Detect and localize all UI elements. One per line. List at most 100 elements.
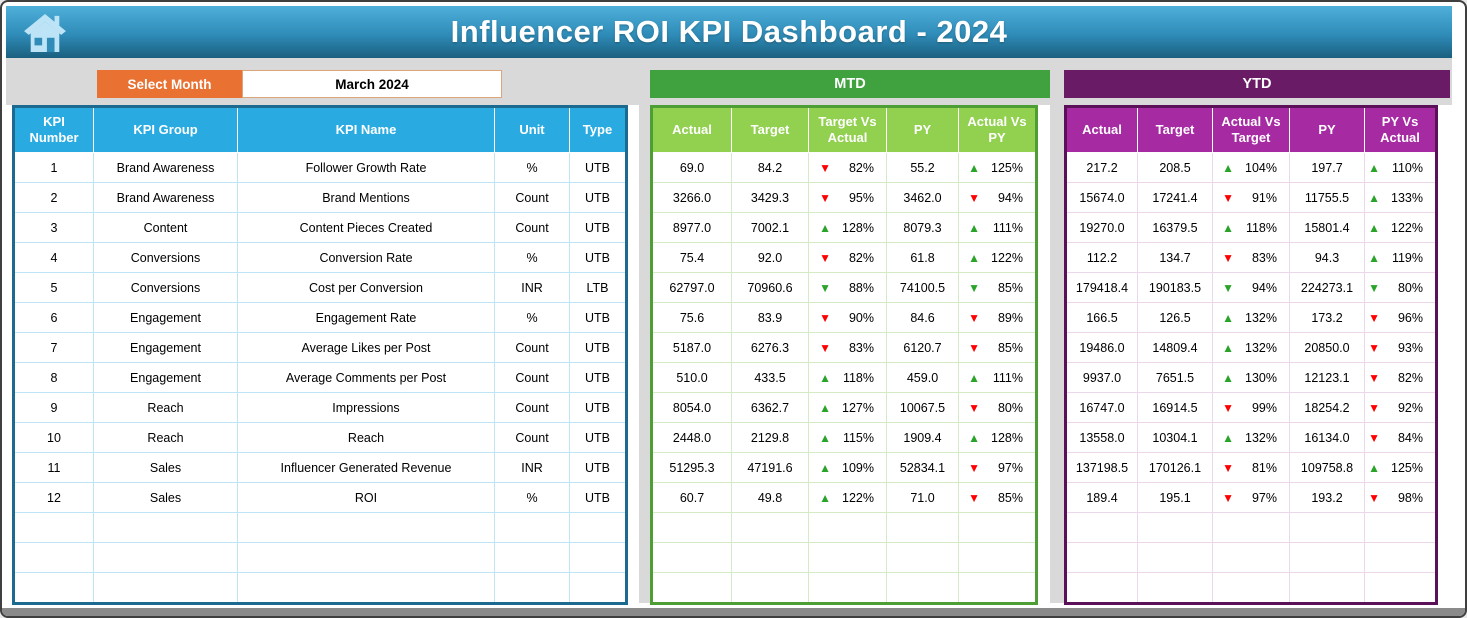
mtd-row: 3266.0 3429.3 ▼ 95% 3462.0 ▼ 94% — [651, 182, 1037, 213]
trend-value: 119% — [1391, 250, 1423, 265]
mtd-row: 510.0 433.5 ▲ 118% 459.0 ▲ 111% — [651, 362, 1037, 393]
mtd-row: 2448.0 2129.8 ▲ 115% 1909.4 ▲ 128% — [651, 422, 1037, 453]
empty-cell — [93, 512, 238, 543]
empty-cell — [808, 572, 887, 604]
trend-value: 132% — [1245, 340, 1277, 355]
mtd-row: 75.6 83.9 ▼ 90% 84.6 ▼ 89% — [651, 302, 1037, 333]
ytd-cell: 16379.5 — [1137, 212, 1213, 243]
empty-cell — [93, 572, 238, 604]
kpi-cell: Count — [494, 362, 570, 393]
mtd-row: 8977.0 7002.1 ▲ 128% 8079.3 ▲ 111% — [651, 212, 1037, 243]
ytd-trend-cell: ▼ 93% — [1364, 332, 1437, 363]
kpi-cell: 12 — [13, 482, 94, 513]
trend-down-icon: ▼ — [819, 280, 831, 295]
empty-cell — [731, 572, 809, 604]
trend-value: 80% — [997, 400, 1023, 415]
trend-value: 127% — [842, 400, 874, 415]
empty-cell — [1289, 512, 1365, 543]
kpi-cell: Influencer Generated Revenue — [237, 452, 495, 483]
empty-cell — [569, 512, 627, 543]
mtd-cell: 75.4 — [651, 242, 732, 273]
select-month-button[interactable]: Select Month — [97, 70, 242, 98]
empty-cell — [958, 542, 1037, 573]
trend-value: 110% — [1391, 160, 1423, 175]
ytd-cell: 17241.4 — [1137, 182, 1213, 213]
trend-value: 82% — [1397, 370, 1423, 385]
trend-down-icon: ▼ — [1368, 490, 1380, 505]
kpi-cell: Engagement — [93, 362, 238, 393]
ytd-trend-cell: ▼ 80% — [1364, 272, 1437, 303]
empty-cell — [808, 512, 887, 543]
trend-value: 109% — [842, 460, 874, 475]
table-gap-left — [639, 105, 650, 603]
ytd-cell: 9937.0 — [1065, 362, 1138, 393]
trend-value: 85% — [997, 280, 1023, 295]
ytd-cell: 166.5 — [1065, 302, 1138, 333]
mtd-trend-cell: ▲ 115% — [808, 422, 887, 453]
kpi-cell: 8 — [13, 362, 94, 393]
ytd-column-header: Actual — [1065, 106, 1138, 153]
empty-cell — [958, 512, 1037, 543]
kpi-cell: Engagement — [93, 332, 238, 363]
trend-value: 132% — [1245, 430, 1277, 445]
title-bar: Influencer ROI KPI Dashboard - 2024 — [6, 6, 1452, 58]
ytd-trend-cell: ▼ 81% — [1212, 452, 1290, 483]
ytd-cell: 126.5 — [1137, 302, 1213, 333]
mtd-cell: 60.7 — [651, 482, 732, 513]
ytd-trend-cell: ▲ 118% — [1212, 212, 1290, 243]
kpi-cell: 1 — [13, 152, 94, 183]
month-dropdown[interactable]: March 2024 — [242, 70, 502, 98]
empty-row — [13, 542, 627, 573]
kpi-row: 2 Brand Awareness Brand Mentions Count UTB — [13, 182, 627, 213]
trend-value: 133% — [1391, 190, 1423, 205]
kpi-row: 7 Engagement Average Likes per Post Count UT… — [13, 332, 627, 363]
kpi-cell: Average Comments per Post — [237, 362, 495, 393]
mtd-column-header: Target — [731, 106, 809, 153]
trend-value: 111% — [992, 220, 1023, 235]
empty-cell — [1137, 512, 1213, 543]
trend-value: 85% — [997, 490, 1023, 505]
trend-up-icon: ▲ — [1222, 310, 1234, 325]
trend-up-icon: ▲ — [1222, 160, 1234, 175]
ytd-cell: 15674.0 — [1065, 182, 1138, 213]
kpi-cell: 7 — [13, 332, 94, 363]
kpi-cell: UTB — [569, 422, 627, 453]
ytd-cell: 19270.0 — [1065, 212, 1138, 243]
ytd-row: 137198.5 170126.1 ▼ 81% 109758.8 ▲ 125% — [1065, 452, 1437, 483]
trend-value: 80% — [1397, 280, 1423, 295]
ytd-cell: 11755.5 — [1289, 182, 1365, 213]
ytd-trend-cell: ▲ 122% — [1364, 212, 1437, 243]
empty-cell — [237, 512, 495, 543]
mtd-trend-cell: ▼ 82% — [808, 242, 887, 273]
ytd-column-header: PY — [1289, 106, 1365, 153]
empty-cell — [1137, 542, 1213, 573]
ytd-cell: 13558.0 — [1065, 422, 1138, 453]
kpi-cell: 11 — [13, 452, 94, 483]
home-icon[interactable] — [22, 13, 68, 53]
empty-cell — [1212, 542, 1290, 573]
mtd-section-header: MTD — [650, 70, 1050, 98]
ytd-trend-cell: ▲ 130% — [1212, 362, 1290, 393]
ytd-cell: 19486.0 — [1065, 332, 1138, 363]
mtd-cell: 2129.8 — [731, 422, 809, 453]
trend-value: 95% — [848, 190, 874, 205]
trend-down-icon: ▼ — [968, 280, 980, 295]
mtd-row: 75.4 92.0 ▼ 82% 61.8 ▲ 122% — [651, 242, 1037, 273]
mtd-row: 69.0 84.2 ▼ 82% 55.2 ▲ 125% — [651, 152, 1037, 183]
trend-up-icon: ▲ — [968, 250, 980, 265]
empty-cell — [1364, 542, 1437, 573]
trend-value: 125% — [991, 160, 1023, 175]
ytd-cell: 170126.1 — [1137, 452, 1213, 483]
trend-value: 122% — [842, 490, 874, 505]
kpi-cell: 10 — [13, 422, 94, 453]
trend-up-icon: ▲ — [1222, 430, 1234, 445]
kpi-cell: % — [494, 302, 570, 333]
mtd-trend-cell: ▲ 118% — [808, 362, 887, 393]
mtd-cell: 10067.5 — [886, 392, 959, 423]
empty-row — [1065, 512, 1437, 543]
kpi-row: 12 Sales ROI% UTB — [13, 482, 627, 513]
kpi-row: 9 Reach Impressions Count UTB — [13, 392, 627, 423]
mtd-cell: 69.0 — [651, 152, 732, 183]
mtd-cell: 49.8 — [731, 482, 809, 513]
trend-down-icon: ▼ — [968, 190, 980, 205]
